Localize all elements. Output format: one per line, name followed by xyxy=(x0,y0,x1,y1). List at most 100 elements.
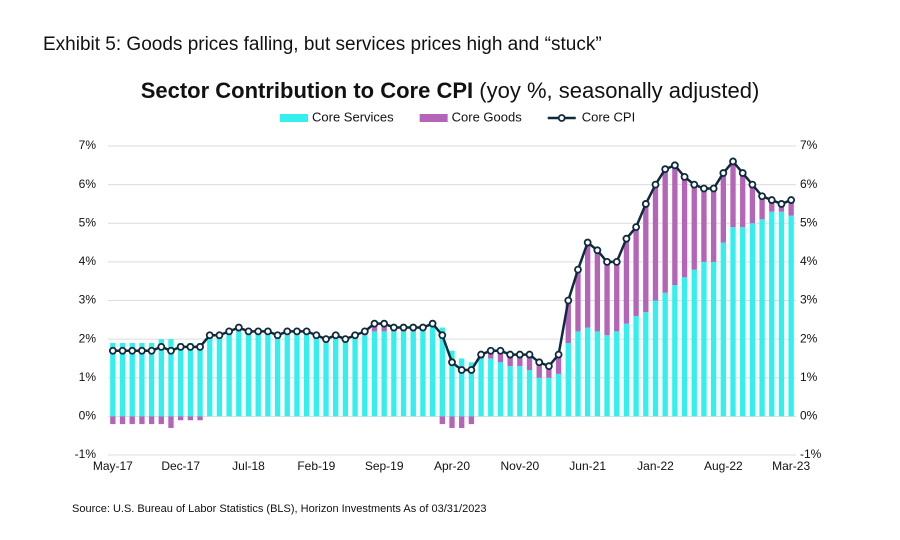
bar xyxy=(381,331,387,417)
bar xyxy=(362,335,368,417)
line-marker xyxy=(651,180,660,189)
bar xyxy=(197,342,203,417)
bar xyxy=(788,215,794,417)
line-marker xyxy=(399,323,408,332)
line-marker xyxy=(758,192,766,201)
line-marker xyxy=(244,327,253,336)
line-marker xyxy=(448,358,456,367)
bar xyxy=(681,277,688,417)
bar xyxy=(323,339,329,417)
bar xyxy=(565,342,571,417)
bar xyxy=(129,416,135,425)
bar xyxy=(158,339,164,417)
line-marker xyxy=(690,180,699,189)
line-marker xyxy=(612,257,621,266)
line-marker xyxy=(486,346,495,355)
bar xyxy=(662,292,668,417)
x-tick-label: May-17 xyxy=(93,459,133,473)
line-marker xyxy=(661,165,670,174)
bar xyxy=(749,184,756,224)
line-marker xyxy=(457,366,466,374)
y2-tick-label: 6% xyxy=(800,177,818,191)
bar xyxy=(129,342,135,417)
line-marker xyxy=(205,331,214,340)
bar xyxy=(497,362,504,417)
line-marker xyxy=(709,184,718,193)
line-marker xyxy=(622,234,631,243)
bar xyxy=(672,285,678,417)
legend-label: Core CPI xyxy=(582,109,635,124)
bar xyxy=(459,358,465,417)
bar xyxy=(614,261,620,332)
line-marker xyxy=(467,366,476,374)
bar xyxy=(468,362,475,417)
y2-tick-label: 4% xyxy=(800,254,818,268)
line-marker xyxy=(603,257,611,266)
line-marker xyxy=(283,327,292,336)
line-marker xyxy=(428,319,437,328)
bar xyxy=(178,342,184,417)
line-marker xyxy=(535,358,544,367)
x-tick-label: Aug-22 xyxy=(704,459,743,473)
bar xyxy=(614,331,620,417)
line-marker xyxy=(506,350,515,359)
bar xyxy=(778,211,785,417)
bar xyxy=(313,335,320,417)
bar xyxy=(333,335,339,417)
bar xyxy=(303,331,310,417)
line-marker xyxy=(738,169,747,177)
line-marker xyxy=(254,327,263,336)
bar xyxy=(730,161,736,228)
bar xyxy=(168,416,174,428)
bar xyxy=(342,339,349,417)
line-marker xyxy=(641,200,650,208)
bar xyxy=(681,176,688,278)
bar xyxy=(449,350,455,417)
line-marker xyxy=(700,184,708,193)
bar xyxy=(488,358,494,417)
x-tick-label: Sep-19 xyxy=(365,459,404,473)
bar xyxy=(536,362,542,378)
line-marker xyxy=(477,350,485,359)
bar xyxy=(148,416,155,425)
y2-tick-label: 7% xyxy=(800,138,818,152)
bar xyxy=(623,238,630,324)
y-tick-label: 1% xyxy=(79,370,97,384)
line-marker xyxy=(196,342,204,351)
bar xyxy=(449,416,455,428)
bar xyxy=(691,184,697,270)
bar xyxy=(546,377,552,417)
bar xyxy=(139,416,145,425)
bar xyxy=(391,331,397,417)
bar xyxy=(110,416,116,425)
bar xyxy=(740,227,746,417)
bar xyxy=(284,331,290,417)
bar xyxy=(178,416,184,421)
chart-title-group: Sector Contribution to Core CPI (yoy %, … xyxy=(141,78,760,103)
bar xyxy=(497,350,504,363)
line-marker xyxy=(167,346,175,355)
source-note: Source: U.S. Bureau of Labor Statistics … xyxy=(72,503,487,515)
bar xyxy=(168,339,174,417)
line-marker xyxy=(215,331,224,340)
bar xyxy=(420,327,426,417)
bar xyxy=(749,223,756,417)
bar xyxy=(265,331,271,417)
line-marker xyxy=(351,331,359,340)
bar xyxy=(662,169,668,293)
bar xyxy=(546,366,552,378)
line-marker xyxy=(670,161,679,170)
legend-marker xyxy=(557,114,566,122)
bar xyxy=(633,227,639,316)
legend-swatch xyxy=(280,114,308,122)
bar xyxy=(759,196,765,220)
bar xyxy=(769,211,775,417)
legend-label: Core Services xyxy=(312,109,394,124)
y2-tick-label: 1% xyxy=(800,370,818,384)
line-marker xyxy=(302,327,311,336)
line-marker xyxy=(525,350,534,359)
y2-tick-label: 3% xyxy=(800,293,818,307)
bar xyxy=(187,416,194,421)
line-marker xyxy=(729,157,737,166)
line-marker xyxy=(496,346,505,355)
